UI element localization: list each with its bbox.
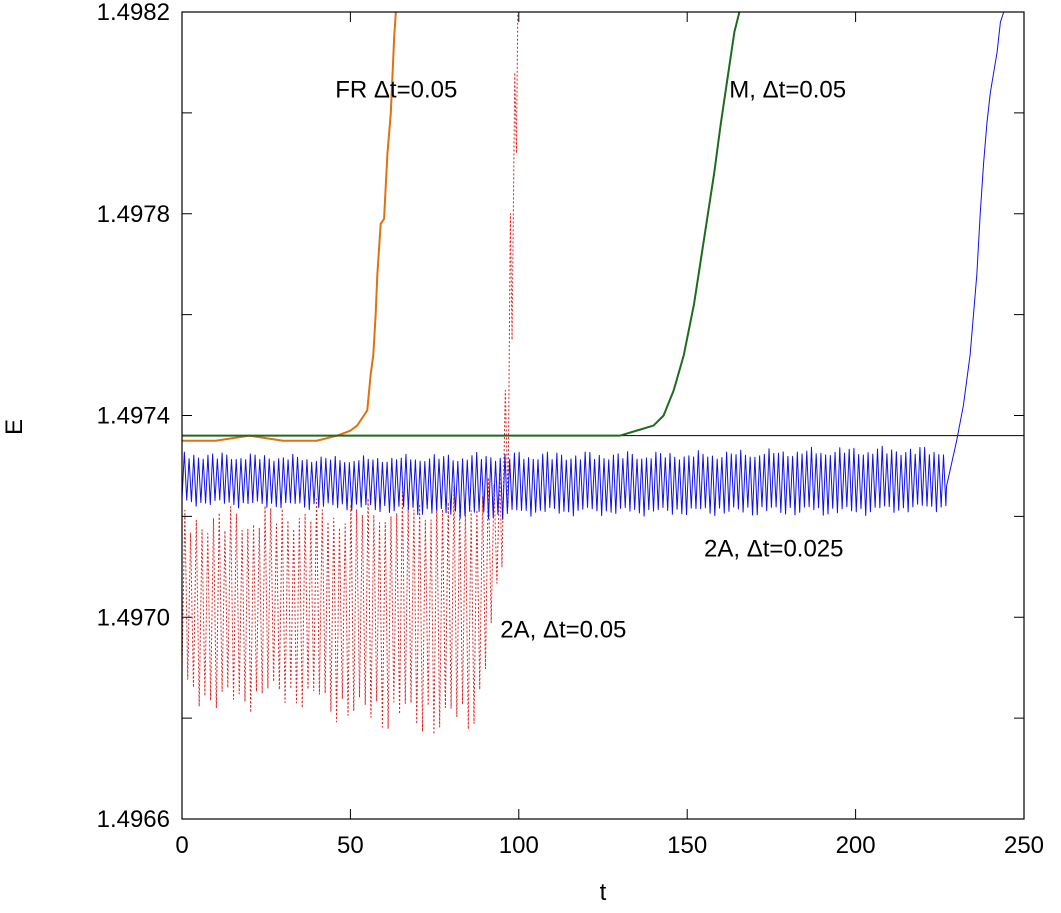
axis-ticks xyxy=(181,11,1025,820)
y-tick-label: 1.4970 xyxy=(97,604,170,631)
x-tick-label: 50 xyxy=(337,832,364,859)
series-line-2a-05 xyxy=(182,12,519,735)
y-tick-label: 1.4978 xyxy=(97,201,170,228)
x-tick-label: 250 xyxy=(1004,832,1044,859)
series-annotation: M, Δt=0.05 xyxy=(729,77,846,104)
plot-frame xyxy=(181,11,1025,820)
series-line-2a-025 xyxy=(182,12,1005,520)
series-line-m xyxy=(182,12,741,437)
x-tick-label: 100 xyxy=(499,832,539,859)
x-tick-label: 0 xyxy=(175,832,188,859)
series-annotation: FR Δt=0.05 xyxy=(335,77,457,104)
y-axis-title: E xyxy=(1,419,28,435)
x-tick-label: 150 xyxy=(667,832,707,859)
y-tick-label: 1.4974 xyxy=(97,403,170,430)
label-layer: 0 50 100 150 200 250 1.4966 1.4970 1.4974 1.4978 1… xyxy=(97,0,1044,859)
series-layer xyxy=(182,12,1024,735)
series-annotation: 2A, Δt=0.05 xyxy=(500,616,626,643)
x-tick-label: 200 xyxy=(836,832,876,859)
x-axis-title: t xyxy=(600,879,607,906)
series-line-fr xyxy=(182,12,397,442)
series-annotation: 2A, Δt=0.025 xyxy=(704,536,843,563)
y-tick-label: 1.4966 xyxy=(97,806,170,833)
y-tick-label: 1.4982 xyxy=(97,0,170,26)
